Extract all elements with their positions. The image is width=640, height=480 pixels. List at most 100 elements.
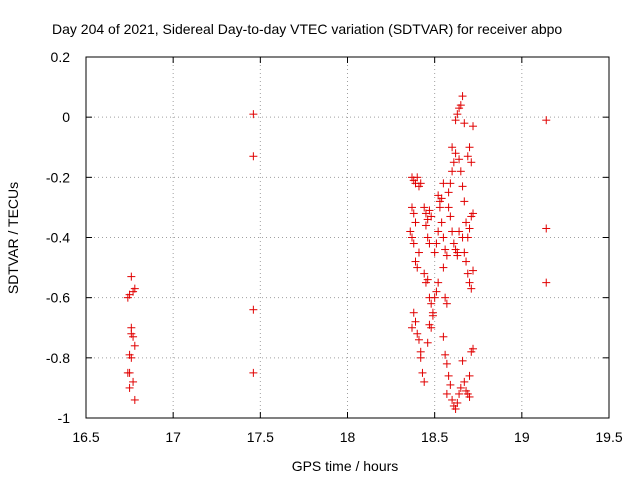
data-point — [425, 206, 434, 215]
data-point — [418, 368, 427, 377]
data-point — [413, 263, 422, 272]
data-point — [442, 251, 451, 260]
data-point — [455, 227, 464, 236]
data-point — [409, 209, 418, 218]
x-tick-label: 19.5 — [595, 429, 622, 445]
data-point — [408, 203, 417, 212]
y-tick-label: -0.4 — [46, 230, 70, 246]
x-tick-label: 19 — [514, 429, 530, 445]
data-point — [435, 197, 444, 206]
data-point — [465, 278, 474, 287]
data-point — [442, 389, 451, 398]
data-point — [434, 278, 443, 287]
x-tick-label: 16.5 — [72, 429, 99, 445]
data-point — [411, 257, 420, 266]
data-point — [434, 227, 443, 236]
data-point — [442, 359, 451, 368]
data-point — [463, 152, 472, 161]
data-point — [432, 239, 441, 248]
data-point — [430, 248, 439, 257]
data-point — [456, 101, 465, 110]
data-point — [414, 335, 423, 344]
x-tick-label: 18.5 — [421, 429, 448, 445]
data-point — [455, 389, 464, 398]
data-point — [465, 392, 474, 401]
data-point — [448, 167, 457, 176]
data-point — [542, 116, 551, 125]
data-point — [465, 371, 474, 380]
y-tick-label: 0.2 — [51, 49, 71, 65]
data-point — [448, 227, 457, 236]
data-point — [425, 239, 434, 248]
data-point — [420, 203, 429, 212]
data-point — [444, 371, 453, 380]
data-point — [408, 323, 417, 332]
axis-ticks: 16.5 17 17.5 18 18.5 19 19.5 0.2 0 -0.2 -0.4 -0.6 -0… — [46, 49, 623, 445]
data-points — [123, 92, 551, 413]
data-point — [451, 116, 460, 125]
data-point — [458, 356, 467, 365]
data-point — [427, 212, 436, 221]
data-point — [413, 173, 422, 182]
data-point — [413, 329, 422, 338]
data-point — [467, 158, 476, 167]
data-point — [427, 299, 436, 308]
data-point — [446, 380, 455, 389]
data-point — [421, 221, 430, 230]
data-point — [249, 152, 258, 161]
data-point — [449, 239, 458, 248]
data-point — [463, 233, 472, 242]
data-point — [416, 347, 425, 356]
data-point — [463, 269, 472, 278]
data-point — [455, 155, 464, 164]
data-point — [469, 266, 478, 275]
data-point — [462, 257, 471, 266]
data-point — [439, 179, 448, 188]
data-point — [453, 398, 462, 407]
data-point — [444, 203, 453, 212]
data-point — [127, 272, 136, 281]
data-point — [127, 353, 136, 362]
y-axis-label: SDTVAR / TECUs — [5, 182, 21, 294]
data-point — [542, 278, 551, 287]
data-point — [125, 383, 134, 392]
data-point — [456, 167, 465, 176]
data-point — [432, 287, 441, 296]
data-point — [444, 188, 453, 197]
grid-lines — [86, 57, 609, 418]
data-point — [441, 350, 450, 359]
data-point — [453, 110, 462, 119]
data-point — [420, 269, 429, 278]
data-point — [428, 308, 437, 317]
x-tick-label: 17 — [165, 429, 181, 445]
data-point — [446, 179, 455, 188]
data-point — [129, 332, 138, 341]
x-tick-label: 18 — [340, 429, 356, 445]
data-point — [409, 308, 418, 317]
data-point — [123, 368, 132, 377]
data-point — [451, 149, 460, 158]
data-point — [448, 143, 457, 152]
data-point — [446, 212, 455, 221]
data-point — [465, 224, 474, 233]
data-point — [462, 218, 471, 227]
data-point — [130, 284, 139, 293]
data-point — [453, 248, 462, 257]
data-point — [423, 233, 432, 242]
x-axis-label: GPS time / hours — [292, 458, 399, 474]
data-point — [249, 305, 258, 314]
data-point — [249, 110, 258, 119]
data-point — [409, 239, 418, 248]
data-point — [416, 179, 425, 188]
data-point — [411, 218, 420, 227]
y-tick-label: -0.2 — [46, 169, 70, 185]
x-tick-label: 17.5 — [247, 429, 274, 445]
data-point — [420, 377, 429, 386]
data-point — [423, 275, 432, 284]
data-point — [448, 395, 457, 404]
chart-title: Day 204 of 2021, Sidereal Day-to-day VTE… — [52, 21, 562, 37]
y-tick-label: 0 — [62, 109, 70, 125]
data-point — [460, 119, 469, 128]
data-point — [456, 383, 465, 392]
